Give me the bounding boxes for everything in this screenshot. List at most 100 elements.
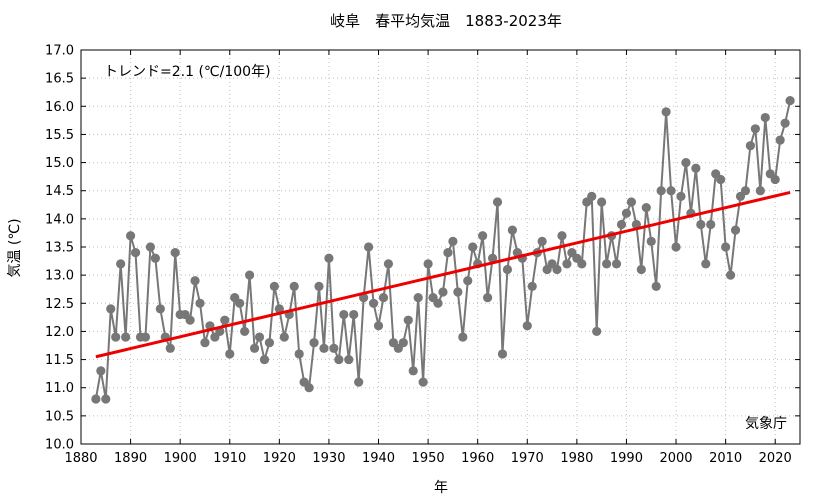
x-tick-label: 1900 bbox=[164, 451, 197, 466]
data-point bbox=[155, 304, 165, 314]
data-point bbox=[249, 343, 260, 353]
data-point bbox=[101, 394, 111, 404]
data-point bbox=[666, 186, 676, 196]
data-point bbox=[150, 253, 160, 263]
data-point bbox=[641, 203, 651, 213]
data-point bbox=[750, 124, 760, 134]
data-point bbox=[433, 298, 443, 308]
data-point bbox=[111, 332, 121, 342]
data-point bbox=[537, 236, 547, 246]
data-point bbox=[319, 343, 329, 353]
data-point bbox=[220, 315, 230, 325]
data-point bbox=[240, 326, 250, 337]
x-tick-label: 1980 bbox=[560, 451, 593, 466]
data-point bbox=[264, 338, 275, 348]
data-point bbox=[492, 197, 503, 207]
data-point bbox=[507, 225, 517, 235]
data-point bbox=[775, 135, 785, 145]
trend-label: トレンド=2.1 (℃/100年) bbox=[104, 64, 271, 80]
data-point bbox=[289, 281, 299, 291]
data-point bbox=[611, 259, 622, 269]
y-tick-label: 10.5 bbox=[45, 409, 74, 424]
data-point bbox=[497, 349, 508, 359]
data-point bbox=[125, 231, 136, 241]
y-tick-label: 10.0 bbox=[45, 438, 74, 453]
plot-frame bbox=[80, 49, 801, 445]
data-point bbox=[438, 287, 448, 297]
data-point bbox=[170, 248, 180, 258]
data-point bbox=[522, 321, 532, 331]
data-point bbox=[740, 186, 751, 196]
source-label: 気象庁 bbox=[745, 416, 787, 432]
x-axis-label: 年 bbox=[434, 480, 448, 496]
data-point bbox=[661, 107, 671, 117]
data-point bbox=[577, 259, 587, 269]
data-point bbox=[745, 141, 756, 151]
y-axis: 10.0 10.5 11.0 11.5 12.0 12.5 13.0 13.5 14.0 14.5… bbox=[45, 44, 800, 453]
data-point bbox=[314, 281, 324, 291]
data-point bbox=[195, 298, 205, 308]
data-point bbox=[354, 377, 364, 387]
data-point bbox=[487, 253, 498, 263]
data-point bbox=[121, 332, 131, 342]
x-tick-label: 1880 bbox=[64, 451, 97, 466]
data-point bbox=[468, 242, 478, 252]
x-tick-label: 1940 bbox=[362, 451, 395, 466]
data-point bbox=[592, 326, 602, 337]
data-point bbox=[418, 377, 428, 387]
data-point bbox=[621, 208, 632, 218]
data-point bbox=[676, 191, 686, 201]
data-points bbox=[91, 96, 795, 404]
data-point bbox=[244, 270, 255, 280]
data-point bbox=[478, 231, 488, 241]
data-point bbox=[408, 366, 418, 376]
data-point bbox=[235, 298, 245, 308]
data-point bbox=[254, 332, 265, 342]
data-point bbox=[304, 383, 314, 393]
data-point bbox=[458, 332, 468, 342]
data-point bbox=[780, 118, 790, 128]
data-point bbox=[448, 236, 458, 246]
data-point bbox=[602, 259, 612, 269]
x-tick-label: 1920 bbox=[263, 451, 296, 466]
data-point bbox=[721, 242, 731, 252]
y-tick-label: 14.5 bbox=[45, 184, 74, 199]
data-point bbox=[681, 157, 691, 168]
x-tick-label: 1960 bbox=[461, 451, 494, 466]
data-point bbox=[562, 259, 572, 269]
data-point bbox=[636, 264, 646, 275]
data-point bbox=[190, 276, 200, 286]
data-point bbox=[145, 242, 156, 252]
data-point bbox=[383, 259, 394, 269]
data-point bbox=[463, 276, 473, 286]
y-tick-label: 15.0 bbox=[45, 156, 74, 171]
data-point bbox=[701, 259, 711, 269]
x-axis: 1880 1890 1900 1910 1920 1930 1940 1950 1960 1970… bbox=[64, 50, 792, 466]
data-point bbox=[225, 349, 235, 359]
x-tick-label: 1950 bbox=[412, 451, 445, 466]
data-point bbox=[725, 270, 736, 280]
data-point bbox=[696, 219, 706, 230]
data-point bbox=[373, 321, 384, 331]
data-point bbox=[185, 315, 195, 325]
data-point bbox=[259, 354, 270, 365]
data-point bbox=[646, 236, 656, 246]
data-point bbox=[770, 174, 780, 185]
y-tick-label: 13.5 bbox=[45, 241, 74, 256]
data-point bbox=[324, 253, 334, 263]
data-point bbox=[279, 332, 289, 342]
y-tick-label: 11.5 bbox=[45, 353, 74, 368]
y-tick-label: 12.5 bbox=[45, 297, 74, 312]
data-point bbox=[269, 281, 279, 291]
data-point bbox=[651, 281, 661, 291]
data-point bbox=[334, 354, 344, 365]
y-tick-label: 11.0 bbox=[45, 381, 74, 396]
x-tick-label: 2020 bbox=[759, 451, 792, 466]
data-point bbox=[691, 163, 701, 173]
data-point bbox=[483, 293, 493, 303]
data-point bbox=[716, 174, 726, 185]
x-tick-label: 1890 bbox=[114, 451, 147, 466]
data-point bbox=[349, 309, 359, 320]
data-point bbox=[116, 259, 126, 269]
